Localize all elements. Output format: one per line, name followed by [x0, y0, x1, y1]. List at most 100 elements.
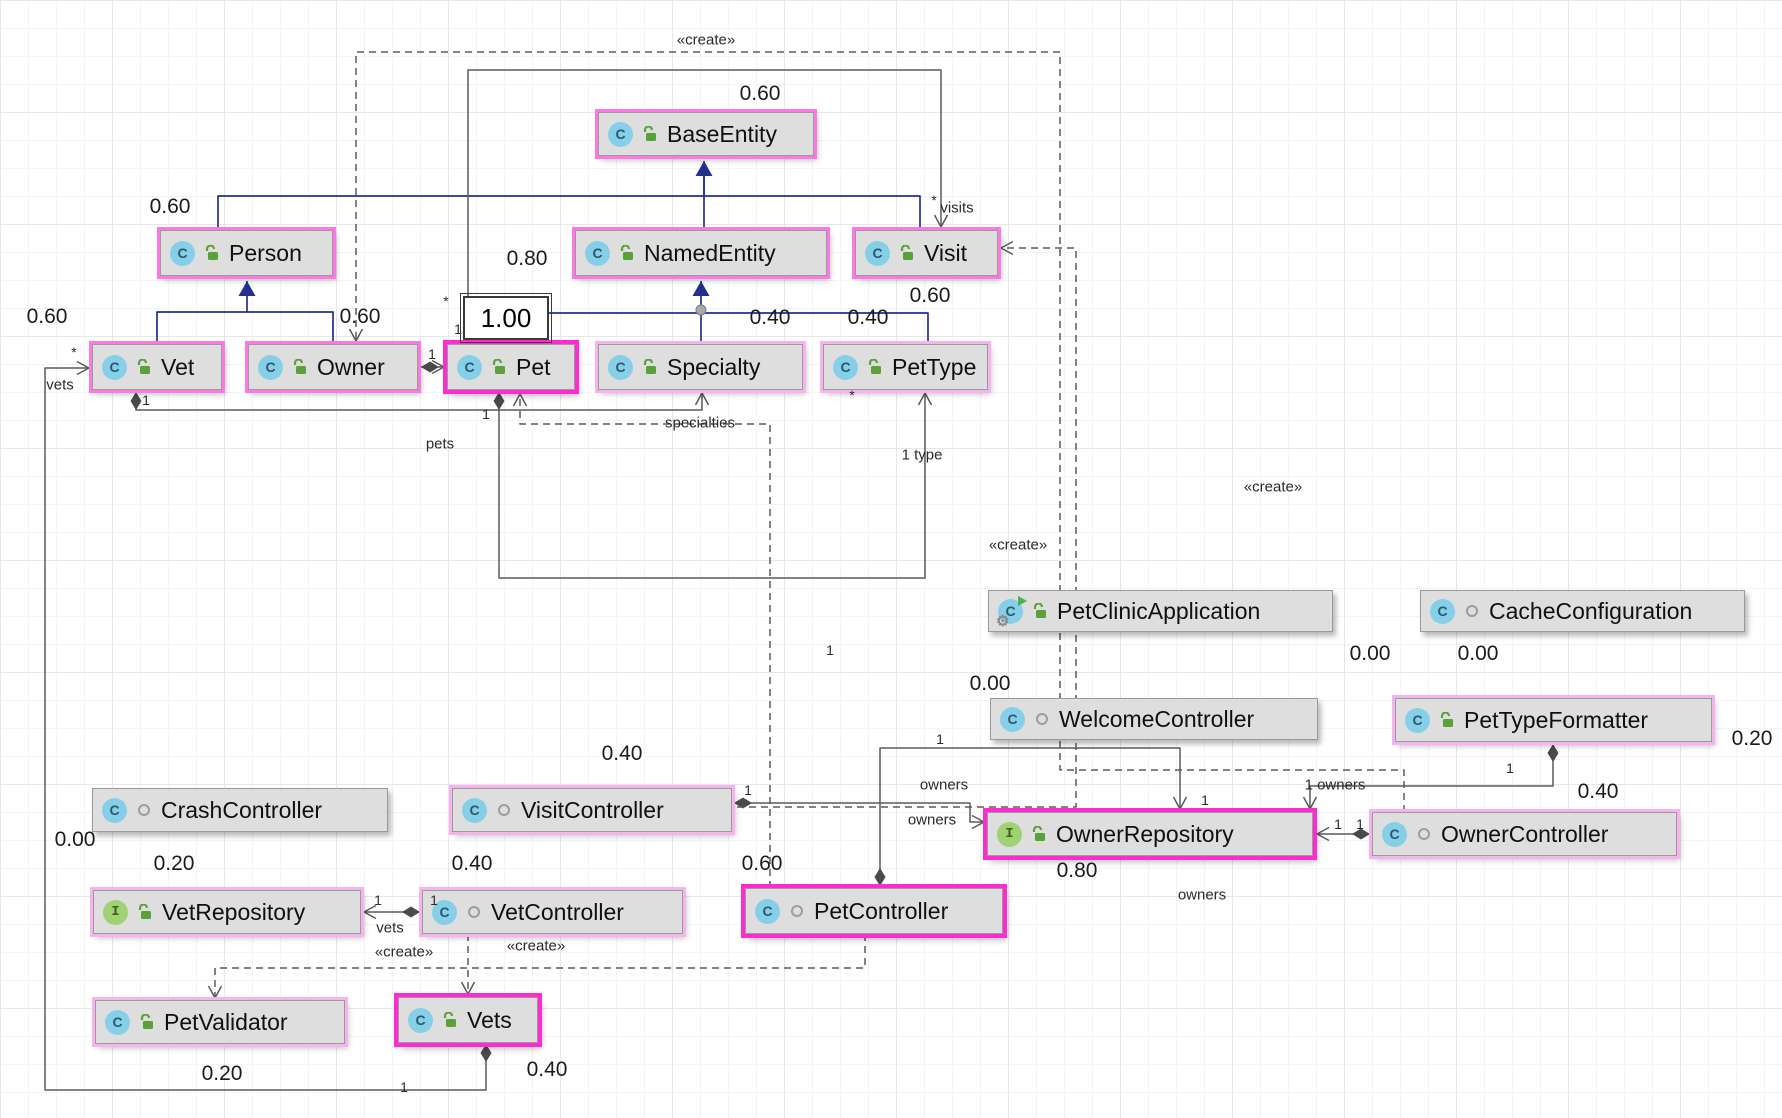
class-name-label: Vets	[467, 1006, 512, 1033]
edge-vet-specialties-specialty[interactable]	[135, 392, 703, 411]
class-node-pet-type-formatter[interactable]: C PetTypeFormatter	[1395, 698, 1712, 742]
class-node-vet-repository[interactable]: I VetRepository	[93, 890, 361, 934]
open-arrowhead	[1172, 796, 1188, 811]
class-node-vet[interactable]: C Vet	[92, 344, 222, 390]
metric-label: 0.20	[153, 852, 195, 875]
edge-petcontroller-create-petvalidator[interactable]	[214, 934, 866, 998]
open-lock-icon	[136, 358, 152, 376]
aggregation-diamond	[130, 392, 142, 410]
edge-role-label: *	[71, 344, 77, 360]
open-arrowhead	[362, 904, 377, 920]
open-lock-icon	[137, 903, 153, 921]
metric-label: 0.40	[601, 742, 643, 765]
class-node-pet-controller[interactable]: C PetController	[745, 888, 1003, 934]
edge-vets-vet[interactable]	[44, 367, 487, 1091]
edge-pettypeformatter-owners-ownerrepository[interactable]	[1309, 744, 1554, 809]
interface-icon: I	[997, 821, 1022, 847]
package-visibility-icon	[789, 902, 805, 920]
class-node-owner-repository[interactable]: I OwnerRepository	[987, 812, 1313, 856]
metric-label: 0.40	[451, 852, 493, 875]
selected-edge-weight-label[interactable]: 1.00	[460, 293, 552, 343]
class-node-pet-validator[interactable]: C PetValidator	[95, 1000, 345, 1044]
metric-label: 1 owners	[1304, 776, 1366, 794]
edge-ownercontroller-create-owner[interactable]	[355, 51, 1405, 812]
open-lock-icon	[1032, 602, 1048, 620]
run-overlay-icon	[1018, 595, 1027, 606]
open-lock-icon	[620, 244, 633, 260]
metric-label: 0.00	[54, 828, 96, 851]
open-lock-icon	[1439, 711, 1455, 729]
class-icon: C	[1405, 707, 1430, 733]
class-node-specialty[interactable]: C Specialty	[598, 344, 803, 390]
edge-petcontroller-owners-ownerrepository[interactable]	[879, 747, 1181, 886]
class-node-pet[interactable]: C Pet	[447, 344, 575, 390]
class-node-owner[interactable]: C Owner	[248, 344, 418, 390]
edge-pettype-extends-namedentity[interactable]	[701, 312, 929, 344]
open-arrowhead	[512, 392, 528, 407]
open-lock-icon	[867, 358, 883, 376]
open-arrowhead	[1315, 826, 1330, 842]
class-icon: C	[585, 240, 610, 266]
open-lock-icon	[1031, 825, 1047, 843]
package-visibility-icon	[1034, 710, 1050, 728]
class-node-named-entity[interactable]: C NamedEntity	[575, 230, 827, 276]
open-lock-icon	[1032, 825, 1045, 841]
open-arrowhead	[207, 985, 223, 1000]
class-node-vets[interactable]: C Vets	[398, 997, 538, 1043]
open-lock-icon	[643, 125, 656, 141]
class-node-owner-controller[interactable]: C OwnerController	[1372, 812, 1677, 856]
edge-owner-extends-person[interactable]	[246, 281, 334, 344]
spring-boot-application-icon: C ⚙	[996, 595, 1027, 630]
edge-bend-point[interactable]	[695, 304, 707, 316]
class-icon: C	[432, 899, 457, 925]
class-node-visit-controller[interactable]: C VisitController	[452, 788, 732, 832]
edge-vet-extends-person[interactable]	[156, 311, 247, 344]
edge-visitcontroller-owners-ownerrepository[interactable]	[734, 802, 984, 823]
class-node-cache-configuration[interactable]: C CacheConfiguration	[1420, 590, 1745, 632]
metric-label: 0.00	[1457, 642, 1499, 665]
class-icon: C	[408, 1007, 433, 1033]
class-node-welcome-controller[interactable]: C WelcomeController	[990, 698, 1318, 740]
class-icon: C	[102, 354, 127, 380]
class-node-vet-controller[interactable]: C VetController	[422, 890, 683, 934]
metric-label: 1	[428, 346, 436, 362]
gear-overlay-icon: ⚙	[996, 612, 1010, 630]
metric-label: 1	[744, 782, 752, 798]
class-node-person[interactable]: C Person	[160, 230, 333, 276]
edge-role-label: *	[931, 192, 937, 208]
metric-label: 0.40	[749, 306, 791, 329]
edge-pet-visits-visit[interactable]	[467, 69, 942, 342]
class-icon: C	[608, 121, 633, 147]
metric-label: 1	[454, 321, 462, 337]
metric-label: 1	[1356, 816, 1364, 832]
metric-label: 1	[936, 731, 944, 747]
create-stereotype-label: «create»	[988, 536, 1048, 554]
metric-label: 0.60	[741, 852, 783, 875]
class-name-label: BaseEntity	[667, 120, 777, 147]
edge-visit-extends-baseentity[interactable]	[704, 195, 921, 230]
open-lock-icon	[1033, 602, 1046, 618]
edge-role-label: vets	[46, 376, 74, 394]
class-node-base-entity[interactable]: C BaseEntity	[598, 112, 814, 156]
class-icon: C	[462, 797, 487, 823]
edge-role-label: *	[443, 293, 449, 309]
open-lock-icon	[292, 358, 308, 376]
class-name-label: PetValidator	[164, 1008, 288, 1035]
class-node-visit[interactable]: C Visit	[855, 230, 998, 276]
metric-label: 1	[482, 406, 490, 422]
metric-label: 0.20	[201, 1062, 243, 1085]
metric-label: 0.80	[506, 247, 548, 270]
class-name-label: VetController	[491, 898, 624, 925]
metric-label: 0.00	[969, 672, 1011, 695]
edge-visitcontroller-create-visit[interactable]	[737, 247, 1077, 808]
edge-pet-type-pettype[interactable]	[498, 392, 926, 579]
class-node-pet-clinic-application[interactable]: C ⚙ PetClinicApplication	[988, 590, 1333, 632]
class-node-pet-type[interactable]: C PetType	[823, 344, 988, 390]
metric-label: 0.80	[1056, 859, 1098, 882]
edge-person-extends-baseentity[interactable]	[217, 161, 705, 230]
open-arrowhead	[460, 981, 476, 996]
edge-petcontroller-create-pet[interactable]	[519, 394, 771, 888]
class-name-label: Pet	[516, 353, 551, 380]
open-arrowhead	[348, 328, 364, 343]
class-node-crash-controller[interactable]: C CrashController	[92, 788, 388, 832]
